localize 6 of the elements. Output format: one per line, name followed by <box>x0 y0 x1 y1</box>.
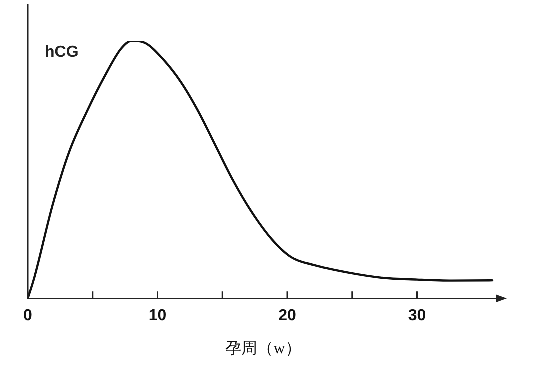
x-tick-label: 0 <box>24 308 33 325</box>
y-axis-title: hCG <box>45 44 79 61</box>
x-axis-title: 孕周（w） <box>226 340 302 358</box>
x-tick-label: 10 <box>148 308 167 325</box>
x-tick-label: 20 <box>278 308 297 325</box>
x-tick-label: 30 <box>408 308 426 325</box>
